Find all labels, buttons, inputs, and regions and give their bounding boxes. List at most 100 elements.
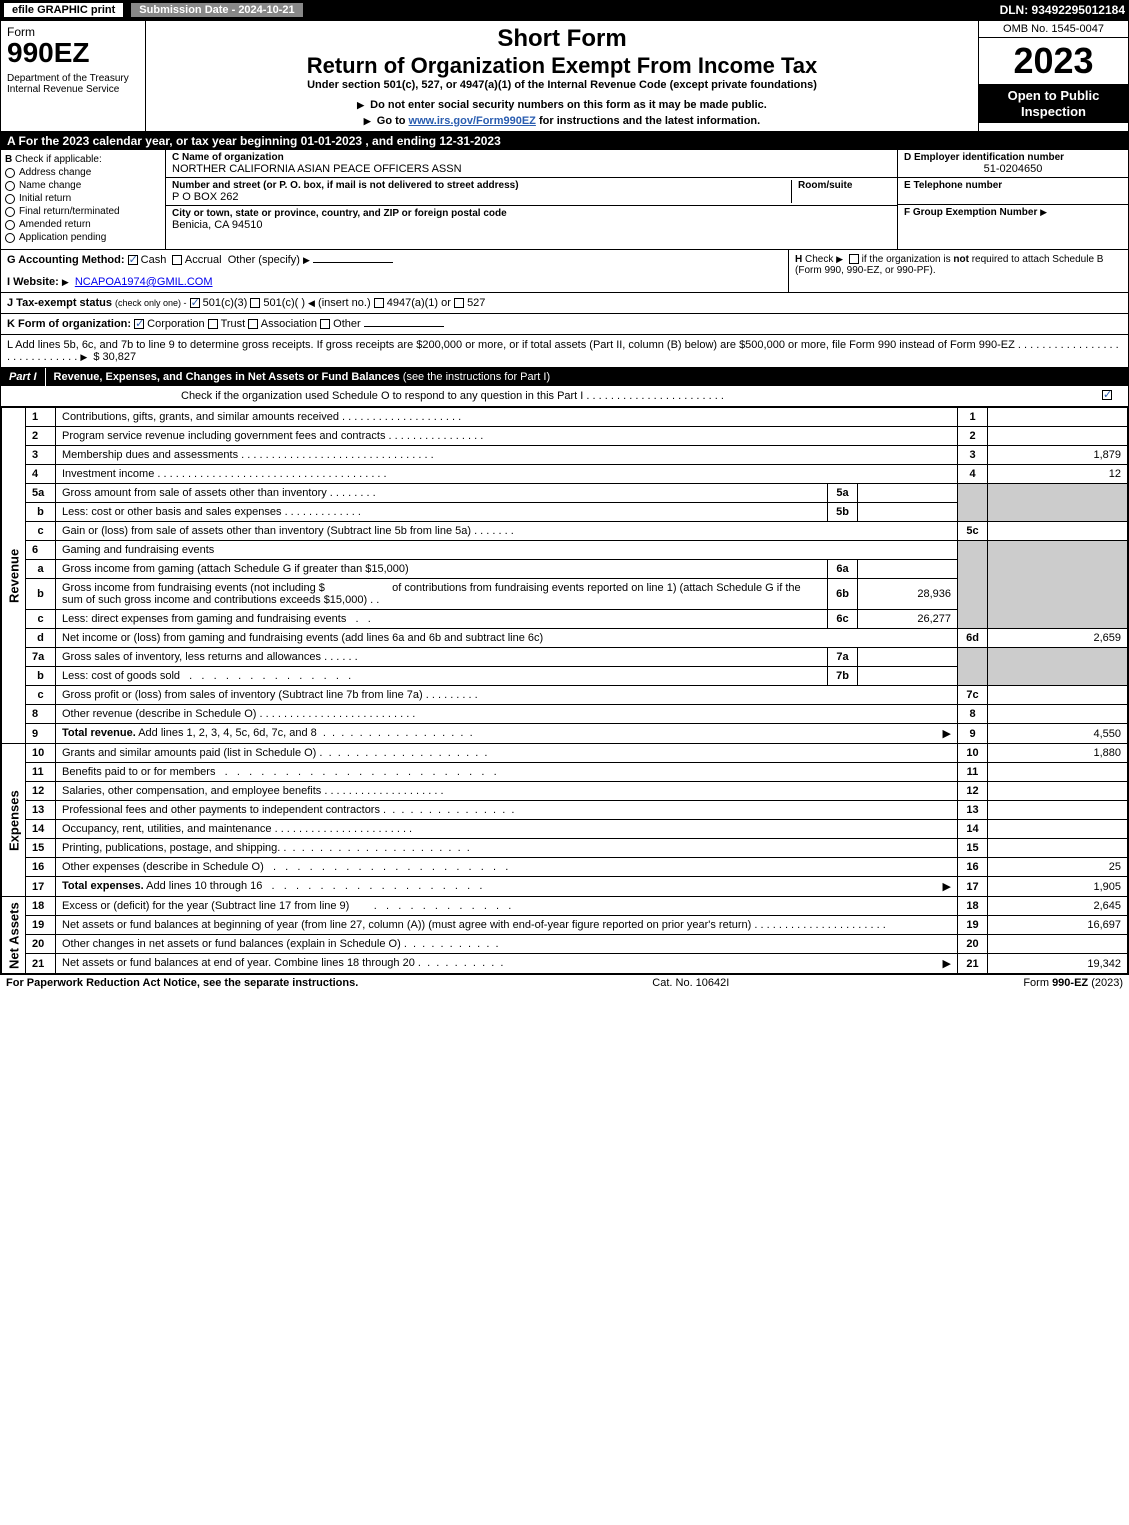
l5b-desc: Less: cost or other basis and sales expe…: [62, 506, 282, 518]
row-k-form-org: K Form of organization: Corporation Trus…: [1, 314, 1128, 335]
l17-num: 17: [26, 877, 56, 897]
footer-form-year: (2023): [1088, 977, 1123, 989]
l4-desc: Investment income: [62, 468, 154, 480]
l6c-desc: Less: direct expenses from gaming and fu…: [62, 613, 346, 625]
opt-amended-return: Amended return: [19, 219, 91, 230]
other-org-line: [364, 326, 444, 327]
checkbox-amended-return[interactable]: [5, 220, 15, 230]
opt-501c3: 501(c)(3): [203, 297, 248, 309]
l6d-num: d: [26, 629, 56, 648]
l3-val: 1,879: [988, 446, 1128, 465]
l10-desc: Grants and similar amounts paid (list in…: [62, 747, 316, 759]
l9-val: 4,550: [988, 724, 1128, 744]
checkbox-initial-return[interactable]: [5, 194, 15, 204]
form-org-label: K Form of organization:: [7, 318, 131, 330]
part-i-header: Part I Revenue, Expenses, and Changes in…: [1, 368, 1128, 386]
checkbox-association[interactable]: [248, 319, 258, 329]
checkbox-address-change[interactable]: [5, 168, 15, 178]
l7b-subval: [858, 667, 958, 686]
arrow-left-icon: [308, 297, 315, 309]
l16-desc: Other expenses (describe in Schedule O): [62, 861, 264, 873]
page-footer: For Paperwork Reduction Act Notice, see …: [0, 975, 1129, 991]
checkbox-501c[interactable]: [250, 298, 260, 308]
l13-val: [988, 801, 1128, 820]
section-bcd: B Check if applicable: Address change Na…: [1, 150, 1128, 250]
form-year-block: OMB No. 1545-0047 2023 Open to Public In…: [978, 21, 1128, 131]
checkbox-schedule-o[interactable]: [1102, 390, 1112, 400]
row-l-text: L Add lines 5b, 6c, and 7b to line 9 to …: [7, 339, 1015, 351]
l5c-val: [988, 522, 1128, 541]
l5a-sub: 5a: [828, 484, 858, 503]
l13-box: 13: [958, 801, 988, 820]
opt-other-specify: Other (specify): [228, 254, 300, 266]
checkbox-application-pending[interactable]: [5, 233, 15, 243]
form-title-block: Short Form Return of Organization Exempt…: [146, 21, 978, 131]
checkbox-accrual[interactable]: [172, 255, 182, 265]
opt-name-change: Name change: [19, 180, 81, 191]
l6a-desc: Gross income from gaming (attach Schedul…: [62, 563, 409, 575]
l12-box: 12: [958, 782, 988, 801]
l5a-desc: Gross amount from sale of assets other t…: [62, 487, 327, 499]
checkbox-527[interactable]: [454, 298, 464, 308]
insert-no: (insert no.): [318, 297, 371, 309]
checkbox-trust[interactable]: [208, 319, 218, 329]
l17-val: 1,905: [988, 877, 1128, 897]
l14-box: 14: [958, 820, 988, 839]
h-text2: if the organization is: [862, 254, 951, 265]
arrow-icon: [303, 254, 313, 266]
tax-exempt-label: J Tax-exempt status: [7, 297, 112, 309]
efile-print-label[interactable]: efile GRAPHIC print: [4, 3, 123, 17]
h-not: not: [953, 254, 969, 265]
l5b-num: b: [26, 503, 56, 522]
checkbox-corporation[interactable]: [134, 319, 144, 329]
form-id-block: Form 990EZ Department of the Treasury In…: [1, 21, 146, 131]
l17-desc: Add lines 10 through 16: [146, 880, 262, 892]
room-label: Room/suite: [798, 180, 891, 191]
open-public-inspection: Open to Public Inspection: [979, 84, 1128, 123]
l11-box: 11: [958, 763, 988, 782]
l6b-subval: 28,936: [858, 579, 958, 610]
l18-box: 18: [958, 897, 988, 916]
row-a-tax-year: A For the 2023 calendar year, or tax yea…: [1, 132, 1128, 150]
l9-num: 9: [26, 724, 56, 744]
l2-num: 2: [26, 427, 56, 446]
l4-num: 4: [26, 465, 56, 484]
instr-goto-post: for instructions and the latest informat…: [539, 115, 760, 127]
col-h-schedule-b: H Check if the organization is not requi…: [788, 250, 1128, 292]
l2-val: [988, 427, 1128, 446]
l5c-box: 5c: [958, 522, 988, 541]
dept-label: Department of the Treasury Internal Reve…: [7, 73, 139, 95]
checkbox-name-change[interactable]: [5, 181, 15, 191]
checkbox-schedule-b[interactable]: [849, 254, 859, 264]
l18-num: 18: [26, 897, 56, 916]
checkbox-cash[interactable]: [128, 255, 138, 265]
opt-other-org: Other: [333, 318, 361, 330]
l6c-subval: 26,277: [858, 610, 958, 629]
l5c-desc: Gain or (loss) from sale of assets other…: [62, 525, 471, 537]
l5b-sub: 5b: [828, 503, 858, 522]
opt-4947: 4947(a)(1) or: [387, 297, 451, 309]
l7a-subval: [858, 648, 958, 667]
checkbox-final-return[interactable]: [5, 207, 15, 217]
side-label-expenses: Expenses: [2, 744, 26, 897]
title-short-form: Short Form: [152, 25, 972, 53]
checkbox-other-org[interactable]: [320, 319, 330, 329]
city-value: Benicia, CA 94510: [172, 219, 891, 231]
org-name-label: C Name of organization: [172, 152, 891, 163]
dln-label: DLN: 93492295012184: [1000, 3, 1125, 17]
l1-box: 1: [958, 408, 988, 427]
l6b-num: b: [26, 579, 56, 610]
instr-link[interactable]: www.irs.gov/Form990EZ: [409, 115, 536, 127]
website-link[interactable]: NCAPOA1974@GMIL.COM: [75, 276, 213, 288]
part-i-note: (see the instructions for Part I): [403, 371, 550, 383]
l5a-num: 5a: [26, 484, 56, 503]
checkbox-501c3[interactable]: [190, 298, 200, 308]
l6c-num: c: [26, 610, 56, 629]
l18-val: 2,645: [988, 897, 1128, 916]
opt-527: 527: [467, 297, 485, 309]
checkbox-4947[interactable]: [374, 298, 384, 308]
arrow-icon: [62, 276, 72, 288]
l7b-num: b: [26, 667, 56, 686]
l16-num: 16: [26, 858, 56, 877]
tax-year: 2023: [979, 38, 1128, 84]
